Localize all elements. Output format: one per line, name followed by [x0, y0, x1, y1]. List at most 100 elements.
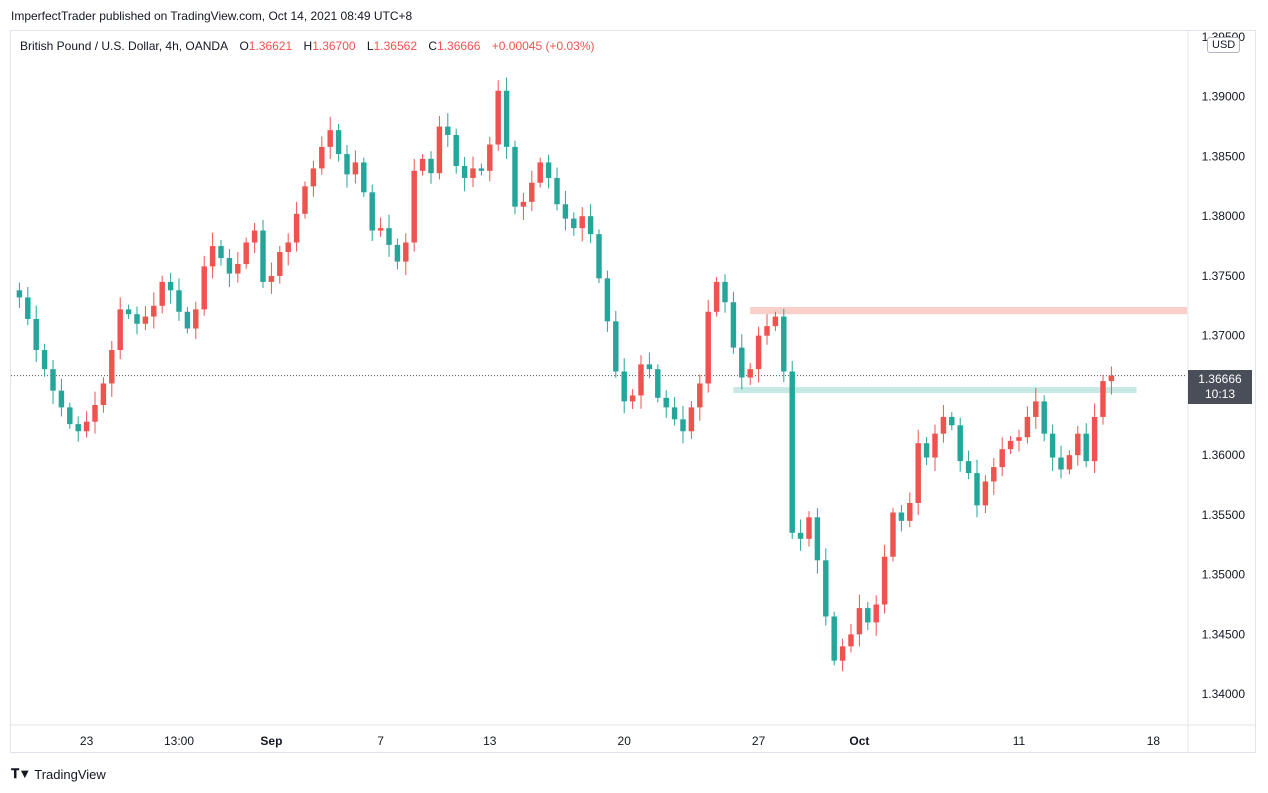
candle-body	[571, 218, 577, 229]
candle-body	[419, 158, 426, 171]
candle-body	[1058, 457, 1064, 470]
x-tick-label: 11	[1013, 734, 1026, 748]
candle-body	[495, 90, 501, 145]
change-value: +0.00045 (+0.03%)	[491, 39, 595, 53]
candle-body	[41, 350, 48, 370]
tradingview-logo-icon: 𝐓▼	[11, 766, 31, 781]
candle-body	[50, 369, 56, 391]
candle-body	[159, 281, 165, 306]
candle-body	[529, 182, 535, 202]
candle-body	[58, 390, 65, 408]
candle-body	[621, 371, 627, 402]
candle-body	[596, 234, 602, 279]
candle-body	[940, 416, 947, 434]
candle-body	[915, 443, 921, 503]
candle-body	[386, 228, 392, 245]
candle-body	[1083, 433, 1089, 462]
candle-body	[781, 316, 787, 372]
candle-body	[797, 532, 804, 539]
currency-badge[interactable]: USD	[1207, 37, 1241, 53]
candle-body	[680, 419, 686, 432]
candle-body	[991, 467, 997, 482]
candle-body	[957, 425, 963, 462]
bar-countdown: 10:13	[1204, 387, 1236, 401]
candle-body	[67, 407, 73, 425]
high-value: 1.36700	[312, 39, 356, 53]
candle-body	[579, 216, 585, 229]
y-tick-label: 1.34500	[1202, 627, 1246, 641]
support-zone	[733, 387, 1137, 394]
candle-body	[201, 266, 207, 310]
candle-body	[344, 154, 350, 175]
candle-body	[369, 192, 375, 231]
candle-body	[856, 608, 863, 635]
candle-body	[428, 158, 434, 174]
high-label: H	[303, 39, 313, 53]
y-tick-label: 1.37500	[1202, 269, 1246, 283]
x-tick-label: 18	[1147, 734, 1161, 748]
open-label: O	[239, 39, 249, 53]
candle-body	[1049, 433, 1056, 458]
candle-body	[873, 604, 879, 623]
candle-body	[461, 166, 468, 178]
candle-body	[890, 512, 896, 557]
candle-body	[151, 305, 157, 317]
x-tick-label: Sep	[260, 734, 282, 748]
candle-body	[453, 134, 459, 167]
candle-body	[117, 309, 123, 351]
candle-body	[646, 364, 653, 370]
candle-body	[705, 311, 711, 384]
candle-body	[814, 517, 821, 561]
candle-body	[218, 246, 224, 259]
candle-body	[1091, 416, 1098, 462]
candle-body	[1033, 401, 1039, 417]
candle-body	[100, 383, 107, 405]
candle-body	[1024, 416, 1031, 438]
candle-body	[982, 481, 989, 506]
candle-body	[713, 281, 720, 312]
candle-body	[1100, 381, 1106, 417]
resistance-zone	[750, 307, 1187, 315]
y-tick-label: 1.35500	[1202, 508, 1246, 522]
candle-body	[503, 90, 510, 147]
candle-body	[193, 309, 199, 329]
candle-body	[251, 230, 258, 243]
candle-body	[865, 608, 871, 623]
candle-body	[226, 258, 233, 274]
y-tick-label: 1.37000	[1202, 329, 1246, 343]
x-tick-label: 20	[618, 734, 632, 748]
candle-body	[243, 242, 249, 264]
candle-body	[285, 242, 291, 253]
candle-body	[907, 502, 913, 521]
candle-body	[722, 281, 728, 303]
candle-body	[327, 130, 333, 147]
candle-body	[755, 335, 762, 370]
y-tick-label: 1.35000	[1202, 568, 1246, 582]
candle-body	[235, 263, 241, 274]
candle-body	[789, 371, 795, 533]
candle-body	[949, 416, 955, 426]
y-tick-label: 1.38500	[1202, 149, 1246, 163]
candle-body	[109, 350, 115, 384]
candle-body	[1007, 440, 1014, 450]
candle-body	[33, 318, 39, 351]
candle-body	[537, 162, 543, 183]
candle-body	[436, 126, 443, 174]
tradingview-brand[interactable]: 𝐓▼ TradingView	[11, 766, 106, 782]
low-value: 1.36562	[373, 39, 417, 53]
y-tick-label: 1.38000	[1202, 209, 1246, 223]
candle-body	[260, 230, 266, 282]
candle-body	[83, 421, 90, 432]
candle-body	[688, 407, 695, 432]
candle-body	[209, 246, 216, 267]
candle-body	[335, 130, 342, 155]
candle-body	[319, 146, 325, 169]
last-price-value: 1.36666	[1198, 372, 1242, 386]
x-tick-label: 7	[377, 734, 384, 748]
candle-body	[125, 309, 132, 315]
candle-body	[134, 314, 140, 324]
open-value: 1.36621	[248, 39, 293, 53]
candle-body	[75, 424, 81, 432]
candle-body	[848, 634, 854, 647]
